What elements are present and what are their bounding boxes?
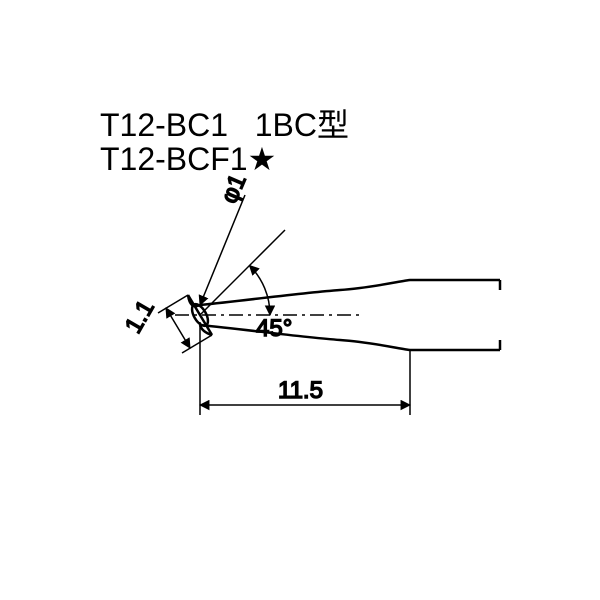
dimension-svg: φ1 1.1 45° 11.5 [0, 0, 600, 600]
length-label: 11.5 [278, 377, 323, 404]
diameter-label: φ1 [216, 170, 252, 207]
diameter-dim: φ1 [200, 170, 252, 305]
drawing-canvas: T12-BC1 1BC型 T12-BCF1★ [0, 0, 600, 600]
face-length-label: 1.1 [120, 296, 160, 338]
angle-label: 45° [256, 315, 292, 342]
